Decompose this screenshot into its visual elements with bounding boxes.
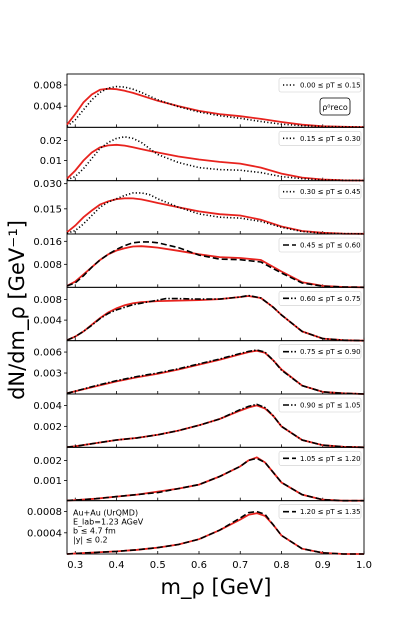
- x-axis-label: m_ρ [GeV]: [161, 575, 272, 600]
- x-tick-label: 0.6: [191, 560, 207, 571]
- x-tick-label: 0.4: [109, 560, 125, 571]
- legend-box: [278, 184, 362, 199]
- panel-4: 0.008 0.016 0.45 ≤ pT ≤ 0.60: [33, 233, 365, 289]
- x-tick-label: 0.7: [232, 560, 248, 571]
- data-series-line: [66, 241, 365, 289]
- legend-label: 0.15 ≤ pT ≤ 0.30: [300, 135, 361, 143]
- data-series-line: [66, 457, 364, 502]
- y-tick-label: 0.003: [33, 369, 62, 380]
- y-tick-label: 0.004: [33, 401, 62, 412]
- panel-7: 0.002 0.004 0.90 ≤ pT ≤ 1.05: [33, 393, 365, 449]
- x-tick-label: 1.0: [356, 560, 372, 571]
- y-tick-label: 0.004: [33, 316, 62, 327]
- legend-box: [278, 451, 362, 466]
- panel-2: 0.01 0.02 0.15 ≤ pT ≤ 0.30: [40, 126, 365, 182]
- legend-label: 1.20 ≤ pT ≤ 1.35: [300, 508, 361, 516]
- legend-label: 0.45 ≤ pT ≤ 0.60: [300, 242, 361, 250]
- legend-box: [278, 237, 362, 253]
- legend-box: [278, 397, 362, 413]
- model-series-line: [66, 197, 365, 235]
- data-series-line: [66, 403, 365, 449]
- y-tick-label: 0.001: [33, 476, 62, 487]
- panel-frame: [66, 500, 365, 555]
- data-series-line: [66, 349, 365, 395]
- y-tick-label: 0.008: [33, 80, 62, 91]
- legend-label: 0.75 ≤ pT ≤ 0.90: [300, 348, 361, 356]
- data-series-line: [66, 85, 365, 128]
- y-tick-label: 0.015: [33, 204, 62, 215]
- legend-label: 1.05 ≤ pT ≤ 1.20: [300, 455, 361, 463]
- data-series-line: [66, 135, 365, 182]
- panel-6: 0.003 0.006 0.75 ≤ pT ≤ 0.90: [33, 340, 365, 395]
- panel-label: ρ⁰reco: [322, 103, 348, 112]
- x-tick-label: 0.3: [67, 560, 83, 571]
- panel-8: 0.001 0.002 1.05 ≤ pT ≤ 1.20: [33, 446, 365, 502]
- panels: 0.004 0.008 0.00 ≤ pT ≤ 0.15 ρ⁰reco 0.01 0.02…: [27, 73, 365, 555]
- y-tick-label: 0.0008: [27, 507, 62, 518]
- y-tick-label: 0.008: [33, 260, 62, 271]
- y-tick-label: 0.0004: [27, 528, 62, 539]
- legend-label: 0.00 ≤ pT ≤ 0.15: [300, 82, 361, 90]
- model-series-line: [66, 87, 365, 128]
- y-tick-label: 0.030: [33, 179, 62, 190]
- x-tick-label: 0.5: [150, 560, 166, 571]
- model-series-line: [66, 143, 365, 182]
- y-tick-label: 0.006: [33, 348, 62, 359]
- legend-box: [278, 344, 362, 359]
- y-tick-label: 0.02: [40, 136, 62, 147]
- panel-5: 0.004 0.008 0.60 ≤ pT ≤ 0.75: [33, 286, 365, 342]
- annotation-line: E_lab=1.23 AGeV: [73, 518, 144, 527]
- legend-label: 0.90 ≤ pT ≤ 1.05: [300, 402, 361, 410]
- data-series-line: [66, 510, 364, 555]
- y-tick-label: 0.002: [33, 422, 62, 433]
- annotation-line: |y| ≤ 0.2: [73, 536, 108, 545]
- legend-box: [278, 504, 362, 519]
- panel-9: 0.0004 0.0008 1.20 ≤ pT ≤ 1.35 Au+Au (UrQMD…: [27, 500, 365, 555]
- y-tick-label: 0.016: [33, 237, 62, 248]
- x-axis: 0.3 0.4 0.5 0.6 0.7 0.8 0.9 1.0: [67, 560, 372, 571]
- legend-box: [278, 77, 362, 93]
- y-tick-label: 0.002: [33, 456, 62, 467]
- annotation-line: Au+Au (UrQMD): [73, 509, 138, 518]
- y-axis-label: dN/dm_ρ [GeV⁻¹]: [5, 220, 30, 400]
- x-tick-label: 0.9: [315, 560, 331, 571]
- legend-label: 0.60 ≤ pT ≤ 0.75: [300, 295, 361, 303]
- y-tick-label: 0.004: [33, 102, 62, 113]
- legend-box: [278, 291, 362, 306]
- data-series-line: [66, 294, 365, 342]
- x-tick-label: 0.8: [274, 560, 290, 571]
- legend-box: [278, 131, 362, 146]
- panel-label-box: [319, 97, 351, 116]
- panel-1: 0.004 0.008 0.00 ≤ pT ≤ 0.15 ρ⁰reco: [33, 73, 365, 128]
- legend-label: 0.30 ≤ pT ≤ 0.45: [300, 188, 361, 196]
- annotation-line: b ≤ 4.7 fm: [73, 527, 116, 536]
- panel-3: 0.015 0.030 0.30 ≤ pT ≤ 0.45: [33, 179, 365, 235]
- y-tick-label: 0.008: [33, 295, 62, 306]
- y-tick-label: 0.01: [40, 156, 62, 167]
